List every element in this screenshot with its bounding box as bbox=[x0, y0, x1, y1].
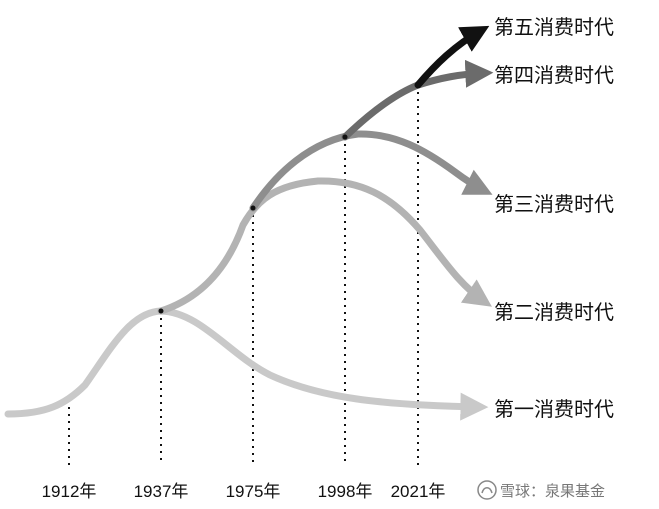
year-label-1998: 1998年 bbox=[318, 482, 373, 501]
era-1-curve bbox=[4, 307, 489, 421]
era-4-label: 第四消费时代 bbox=[494, 63, 614, 87]
year-label-2021: 2021年 bbox=[391, 482, 446, 501]
watermark-text: 雪球：泉果基金 bbox=[500, 482, 605, 500]
year-label-1912: 1912年 bbox=[42, 482, 97, 501]
junction-2021 bbox=[415, 82, 421, 88]
year-label-1975: 1975年 bbox=[226, 482, 281, 501]
junction-1998 bbox=[342, 134, 348, 140]
snowball-logo-icon bbox=[477, 480, 497, 500]
junction-1937 bbox=[158, 308, 164, 314]
era-5-curve bbox=[414, 25, 490, 89]
era-4-curve bbox=[341, 59, 494, 141]
era-3-curve bbox=[249, 130, 493, 212]
junction-1975 bbox=[250, 205, 256, 211]
era-5-label: 第五消费时代 bbox=[494, 15, 614, 39]
era-3-label: 第三消费时代 bbox=[494, 192, 614, 216]
year-label-1937: 1937年 bbox=[134, 482, 189, 501]
era-2-curve bbox=[157, 177, 492, 315]
era-1-label: 第一消费时代 bbox=[494, 397, 614, 421]
era-2-label: 第二消费时代 bbox=[494, 300, 614, 324]
